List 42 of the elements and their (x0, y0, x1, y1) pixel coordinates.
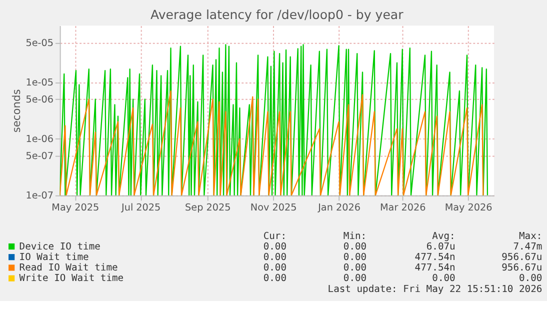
legend-label: Write IO Wait time (19, 273, 124, 284)
text: 0.00 (432, 273, 456, 284)
text: 0.00 (518, 273, 542, 284)
text: Cur: (263, 230, 287, 242)
text: 0.00 (263, 262, 287, 274)
y-axis-title: seconds (10, 88, 23, 133)
line-series (60, 44, 488, 196)
text: Last update: Fri May 22 15:51:10 2026 (328, 284, 542, 295)
text: Avg: (432, 230, 456, 242)
chart-title: Average latency for /dev/loop0 - by year (150, 6, 404, 22)
text: 0.00 (343, 252, 367, 263)
x-tick-label: May 2026 (444, 202, 492, 214)
text: 0.00 (343, 273, 367, 284)
x-tick-label: May 2025 (52, 202, 100, 214)
text: 477.54n (414, 262, 456, 274)
text: 0.00 (343, 241, 367, 252)
y-tick-label: 1e-06 (26, 134, 54, 146)
legend-label: Device IO time (19, 241, 101, 252)
text: 7.47m (513, 241, 542, 252)
text: 956.67u (502, 252, 542, 263)
text: 0.00 (263, 252, 287, 263)
x-tick-label: Nov 2025 (250, 202, 297, 214)
y-tick-label: 5e-06 (26, 94, 54, 106)
y-tick-label: 5e-07 (26, 151, 54, 162)
x-tick-label: Jul 2025 (120, 202, 161, 214)
text: 0.00 (263, 241, 287, 252)
x-tick-label: Jan 2026 (317, 202, 361, 214)
text: 956.67u (502, 262, 542, 274)
x-tick-label: Mar 2026 (380, 202, 426, 214)
line-series (60, 90, 484, 196)
text: Max: (518, 230, 542, 242)
text: 0.00 (343, 262, 367, 274)
text: 0.00 (263, 273, 287, 284)
legend-label: Read IO Wait time (19, 262, 118, 274)
x-tick-label: Sep 2025 (185, 202, 231, 214)
text: Min: (343, 230, 367, 242)
y-tick-label: 5e-05 (26, 38, 54, 49)
y-tick-label: 1e-05 (26, 78, 54, 89)
text: 6.07u (426, 241, 456, 252)
text: 477.54n (414, 252, 456, 263)
y-tick-label: 1e-07 (26, 190, 54, 202)
legend-label: IO Wait time (19, 252, 90, 263)
